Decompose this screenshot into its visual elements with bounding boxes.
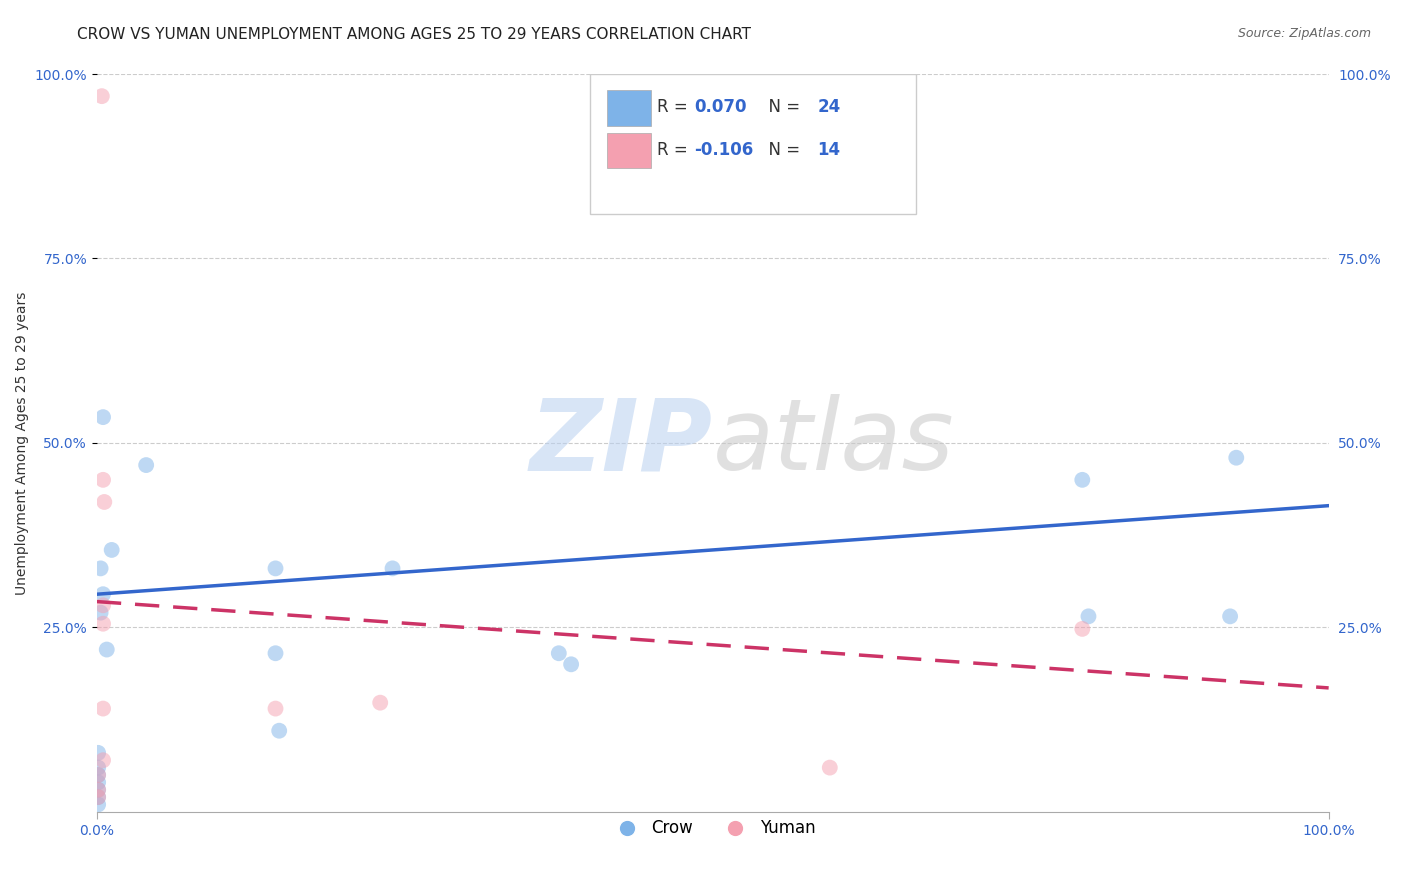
Point — [1071, 622, 1094, 636]
Point — [91, 616, 114, 631]
Point — [91, 701, 114, 715]
Point — [135, 458, 157, 472]
Point — [1071, 473, 1094, 487]
Point — [100, 543, 122, 558]
Point — [87, 746, 110, 760]
Point — [87, 775, 110, 789]
FancyBboxPatch shape — [607, 133, 651, 169]
Point — [87, 790, 110, 805]
Point — [90, 89, 112, 103]
Point — [1225, 450, 1247, 465]
Point — [91, 410, 114, 425]
Point — [91, 587, 114, 601]
FancyBboxPatch shape — [607, 90, 651, 126]
Text: ZIP: ZIP — [530, 394, 713, 491]
Y-axis label: Unemployment Among Ages 25 to 29 years: Unemployment Among Ages 25 to 29 years — [15, 292, 30, 595]
Text: R =: R = — [658, 141, 693, 159]
Point — [93, 495, 115, 509]
Text: CROW VS YUMAN UNEMPLOYMENT AMONG AGES 25 TO 29 YEARS CORRELATION CHART: CROW VS YUMAN UNEMPLOYMENT AMONG AGES 25… — [77, 27, 751, 42]
Point — [87, 782, 110, 797]
Point — [1219, 609, 1241, 624]
Point — [269, 723, 291, 738]
Point — [91, 599, 114, 613]
Point — [87, 790, 110, 805]
Text: 24: 24 — [817, 98, 841, 116]
Legend: Crow, Yuman: Crow, Yuman — [603, 813, 823, 844]
Point — [90, 561, 112, 575]
Text: R =: R = — [658, 98, 693, 116]
Text: N =: N = — [758, 141, 806, 159]
Text: N =: N = — [758, 98, 806, 116]
Point — [818, 761, 841, 775]
Point — [264, 646, 287, 660]
Point — [381, 561, 404, 575]
Point — [87, 761, 110, 775]
Text: 14: 14 — [817, 141, 841, 159]
Point — [547, 646, 569, 660]
Point — [87, 768, 110, 782]
Point — [1077, 609, 1099, 624]
Point — [96, 642, 118, 657]
Point — [91, 473, 114, 487]
Point — [264, 561, 287, 575]
Point — [87, 782, 110, 797]
FancyBboxPatch shape — [589, 74, 917, 214]
Point — [368, 696, 391, 710]
Text: -0.106: -0.106 — [695, 141, 754, 159]
Point — [87, 768, 110, 782]
Text: 0.070: 0.070 — [695, 98, 747, 116]
Point — [91, 753, 114, 767]
Text: Source: ZipAtlas.com: Source: ZipAtlas.com — [1237, 27, 1371, 40]
Point — [264, 701, 287, 715]
Point — [87, 797, 110, 812]
Text: atlas: atlas — [713, 394, 955, 491]
Point — [90, 606, 112, 620]
Point — [560, 657, 582, 672]
